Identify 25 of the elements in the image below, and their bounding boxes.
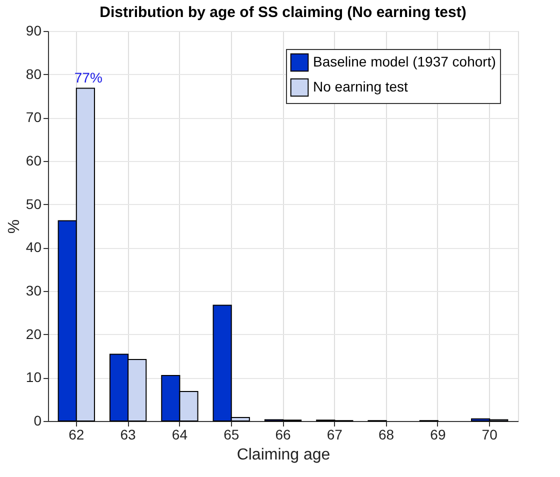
x-tick-label: 68: [378, 426, 394, 442]
y-tick-label: 10: [26, 369, 42, 386]
annotation: 77%: [74, 69, 102, 86]
x-tick-label: 70: [482, 426, 498, 442]
y-tick-label: 50: [26, 196, 42, 212]
legend-label: Baseline model (1937 cohort): [313, 54, 496, 70]
x-axis-title: Claiming age: [236, 446, 330, 464]
y-tick-label: 90: [26, 22, 42, 38]
y-tick-label: 60: [26, 152, 42, 168]
y-tick-label: 40: [26, 239, 42, 256]
x-tick-label: 63: [120, 426, 136, 442]
y-axis-title: %: [6, 219, 23, 234]
y-tick-label: 70: [26, 109, 42, 126]
legend-label: No earning test: [313, 78, 408, 94]
x-tick-label: 69: [430, 426, 446, 442]
x-tick-label: 65: [224, 426, 240, 442]
y-tick-label: 20: [26, 326, 42, 342]
x-tick-label: 67: [326, 426, 343, 442]
y-tick-label: 30: [26, 282, 42, 298]
x-tick-label: 62: [68, 426, 84, 442]
x-tick-label: 64: [172, 426, 188, 442]
x-tick-label: 66: [275, 426, 291, 442]
y-tick-label: 0: [34, 412, 42, 428]
chart-title: Distribution by age of SS claiming (No earning test): [100, 4, 466, 21]
y-tick-label: 80: [26, 66, 42, 82]
